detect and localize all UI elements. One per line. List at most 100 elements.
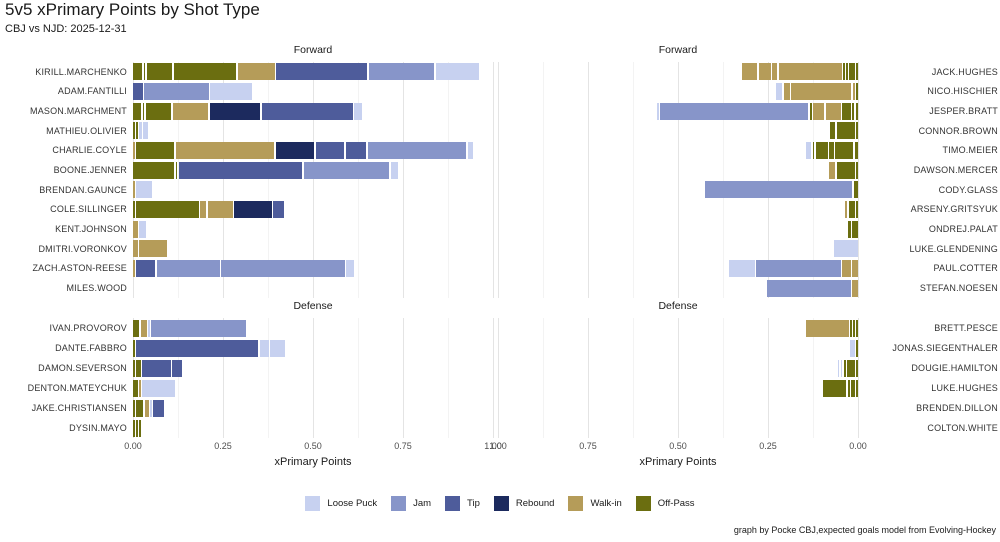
gridline <box>543 62 544 298</box>
bar-segment-loose-puck <box>657 102 659 120</box>
player-label-stefan-noesen: STEFAN.NOESEN <box>919 283 998 294</box>
gridline <box>858 62 859 298</box>
x-axis-tick: 0.75 <box>394 441 412 451</box>
bar-segment-walk-in <box>200 200 207 218</box>
bar-row-nico-hischier <box>498 82 858 102</box>
bar-segment-off-pass <box>133 419 135 437</box>
bar-segment-jam <box>156 259 220 277</box>
player-label-jack-hughes: JACK.HUGHES <box>931 66 998 77</box>
bar-segment-off-pass <box>139 419 142 437</box>
stacked-bar <box>133 259 493 277</box>
legend-item-walk-in: Walk-in <box>568 496 622 511</box>
bar-row-jonas-siegenthaler <box>498 338 858 358</box>
gridline <box>223 318 224 438</box>
legend-label: Rebound <box>515 498 555 509</box>
player-labels-forward-right: JACK.HUGHES NICO.HISCHIER JESPER.BRATT CONN… <box>862 62 998 298</box>
bar-row-stefan-noesen <box>498 278 858 298</box>
stacked-bar <box>498 240 858 258</box>
bar-segment-loose-puck <box>259 339 269 357</box>
stacked-bar <box>498 319 858 337</box>
gridline <box>448 318 449 438</box>
player-label-mathieu-olivier: MATHIEU.OLIVIER <box>46 125 127 136</box>
stacked-bar <box>133 280 493 297</box>
bar-segment-off-pass <box>133 102 142 120</box>
player-label-cole-sillinger: COLE.SILLINGER <box>50 204 127 215</box>
player-label-adam-fantilli: ADAM.FANTILLI <box>57 86 127 97</box>
player-labels-defense-left: IVAN.PROVOROV DANTE.FABBRO DAMON.SEVERSON D… <box>0 318 127 438</box>
bar-row-mason-marchment <box>133 101 493 121</box>
player-label-boone-jenner: BOONE.JENNER <box>53 165 127 176</box>
player-labels-forward-left: KIRILL.MARCHENKO ADAM.FANTILLI MASON.MARCH… <box>0 62 127 298</box>
bar-row-dysin-mayo <box>133 418 493 438</box>
panel-defense-right <box>498 318 859 438</box>
bar-segment-walk-in <box>778 63 842 81</box>
stacked-bar <box>498 279 858 297</box>
bar-segment-rebound <box>234 200 272 218</box>
gridline <box>723 318 724 438</box>
bar-segment-walk-in <box>140 319 147 337</box>
x-axis-tick: 0.00 <box>124 441 142 451</box>
bar-segment-off-pass <box>849 63 855 81</box>
bar-segment-loose-puck <box>354 102 363 120</box>
facet-title-defense-right: Defense <box>658 300 698 312</box>
bar-segment-off-pass <box>843 359 846 377</box>
stacked-bar <box>498 200 858 218</box>
player-label-zach-aston-reese: ZACH.ASTON-REESE <box>32 263 127 274</box>
bar-segment-off-pass <box>836 161 855 179</box>
gridline <box>313 62 314 298</box>
bar-segment-walk-in <box>825 102 841 120</box>
player-label-dougie-hamilton: DOUGIE.HAMILTON <box>911 363 998 373</box>
bar-row-dougie-hamilton <box>498 358 858 378</box>
bar-segment-loose-puck <box>833 240 858 258</box>
legend-swatch-jam <box>391 496 407 511</box>
x-axis-title-left: xPrimary Points <box>274 456 352 468</box>
stacked-bar <box>133 122 493 140</box>
bar-segment-loose-puck <box>840 359 843 377</box>
bar-segment-walk-in <box>139 379 141 397</box>
gridline <box>723 62 724 298</box>
player-label-jonas-siegenthaler: JONAS.SIEGENTHALER <box>892 343 998 353</box>
bar-segment-walk-in <box>791 82 852 100</box>
bar-segment-tip <box>136 259 156 277</box>
bar-segment-off-pass <box>136 359 141 377</box>
player-label-paul-cotter: PAUL.COTTER <box>933 263 998 274</box>
bar-row-timo-meier <box>498 141 858 161</box>
stacked-bar <box>498 141 858 159</box>
bar-row-brenden-dillon <box>498 398 858 418</box>
legend-item-tip: Tip <box>445 496 480 511</box>
bar-row-kent-johnson <box>133 219 493 239</box>
legend-item-rebound: Rebound <box>493 496 555 511</box>
gridline <box>493 318 494 438</box>
bar-segment-off-pass <box>146 63 173 81</box>
bar-segment-walk-in <box>133 220 138 238</box>
stacked-bar <box>498 63 858 81</box>
bar-segment-off-pass <box>133 122 135 140</box>
player-label-brett-pesce: BRETT.PESCE <box>934 323 998 333</box>
bar-segment-off-pass <box>851 379 855 397</box>
bar-segment-walk-in <box>133 240 138 258</box>
gridline <box>588 318 589 438</box>
gridline <box>588 62 589 298</box>
bar-row-arseny-gritsyuk <box>498 200 858 220</box>
gridline <box>178 318 179 438</box>
player-label-jesper-bratt: JESPER.BRATT <box>929 106 998 117</box>
bar-row-dante-fabbro <box>133 338 493 358</box>
bar-segment-loose-puck <box>270 339 286 357</box>
bar-segment-loose-puck <box>136 181 152 199</box>
bar-row-ivan-provorov <box>133 318 493 338</box>
bar-row-boone-jenner <box>133 160 493 180</box>
bar-segment-off-pass <box>823 379 847 397</box>
bar-segment-off-pass <box>173 63 237 81</box>
bar-segment-off-pass <box>847 220 851 238</box>
gridline <box>268 318 269 438</box>
player-label-dysin-mayo: DYSIN.MAYO <box>69 423 127 433</box>
bar-segment-off-pass <box>853 181 858 199</box>
panel-forward-left <box>133 62 494 298</box>
bar-segment-off-pass <box>815 141 828 159</box>
player-label-dante-fabbro: DANTE.FABBRO <box>55 343 127 353</box>
bar-segment-walk-in <box>842 259 851 277</box>
panel-defense-left <box>133 318 494 438</box>
bar-segment-walk-in <box>237 63 275 81</box>
bar-segment-walk-in <box>172 102 209 120</box>
